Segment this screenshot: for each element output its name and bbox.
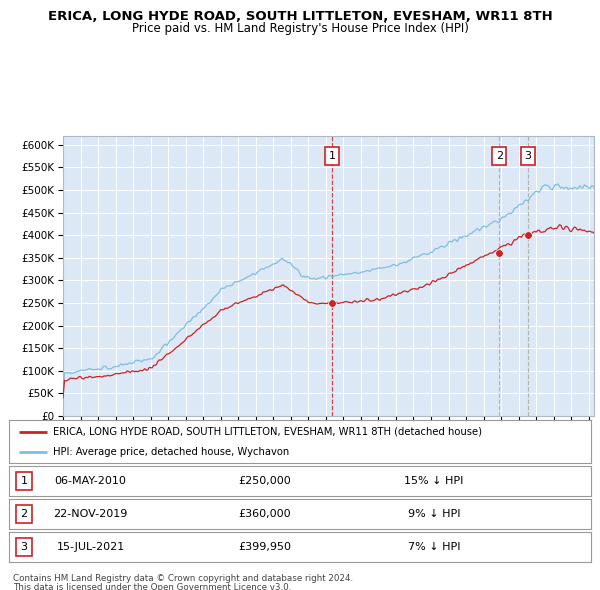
Text: 1: 1: [20, 476, 28, 486]
Text: ERICA, LONG HYDE ROAD, SOUTH LITTLETON, EVESHAM, WR11 8TH: ERICA, LONG HYDE ROAD, SOUTH LITTLETON, …: [47, 10, 553, 23]
Text: 9% ↓ HPI: 9% ↓ HPI: [407, 509, 460, 519]
Text: Price paid vs. HM Land Registry's House Price Index (HPI): Price paid vs. HM Land Registry's House …: [131, 22, 469, 35]
Text: 2: 2: [496, 151, 503, 161]
Text: 06-MAY-2010: 06-MAY-2010: [55, 476, 127, 486]
Text: This data is licensed under the Open Government Licence v3.0.: This data is licensed under the Open Gov…: [13, 583, 292, 590]
Text: £250,000: £250,000: [239, 476, 292, 486]
Text: 3: 3: [20, 542, 28, 552]
Text: 3: 3: [524, 151, 532, 161]
Text: 7% ↓ HPI: 7% ↓ HPI: [407, 542, 460, 552]
Text: 15-JUL-2021: 15-JUL-2021: [56, 542, 125, 552]
Text: £399,950: £399,950: [239, 542, 292, 552]
Text: 15% ↓ HPI: 15% ↓ HPI: [404, 476, 464, 486]
Text: ERICA, LONG HYDE ROAD, SOUTH LITTLETON, EVESHAM, WR11 8TH (detached house): ERICA, LONG HYDE ROAD, SOUTH LITTLETON, …: [53, 427, 482, 437]
Text: 1: 1: [329, 151, 335, 161]
Text: Contains HM Land Registry data © Crown copyright and database right 2024.: Contains HM Land Registry data © Crown c…: [13, 574, 353, 583]
Text: 2: 2: [20, 509, 28, 519]
Text: 22-NOV-2019: 22-NOV-2019: [53, 509, 128, 519]
Text: £360,000: £360,000: [239, 509, 292, 519]
Text: HPI: Average price, detached house, Wychavon: HPI: Average price, detached house, Wych…: [53, 447, 289, 457]
